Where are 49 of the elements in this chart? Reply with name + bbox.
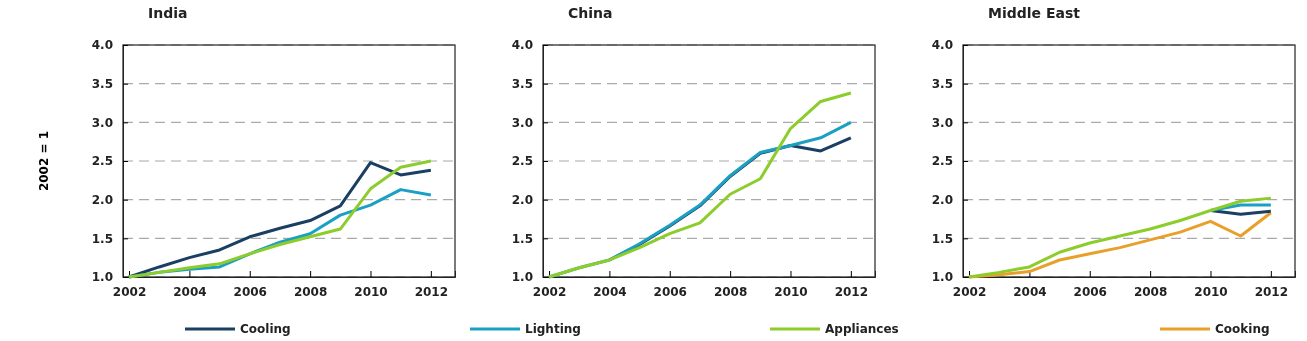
- x-tick-label: 2002: [532, 284, 567, 299]
- x-tick-label: 2008: [1133, 284, 1168, 299]
- y-tick-label: 1.0: [511, 270, 533, 285]
- y-tick-label: 1.5: [91, 231, 113, 246]
- x-tick-label: 2004: [1013, 284, 1047, 299]
- legend-label: Appliances: [825, 322, 899, 336]
- x-tick-label: 2004: [173, 284, 207, 299]
- y-tick-label: 2.0: [931, 193, 953, 208]
- x-tick-label: 2010: [774, 284, 808, 299]
- x-tick-label: 2006: [653, 284, 687, 299]
- chart-title: India: [148, 5, 188, 21]
- y-axis-title: 2002 = 1: [37, 130, 51, 192]
- chart-title: China: [568, 5, 613, 21]
- y-tick-label: 3.0: [511, 115, 533, 130]
- y-tick-label: 4.0: [931, 38, 953, 53]
- x-tick-label: 2008: [293, 284, 328, 299]
- y-tick-label: 2.5: [511, 154, 533, 169]
- y-tick-label: 3.0: [931, 115, 953, 130]
- legend-label: Cooling: [240, 322, 291, 336]
- y-tick-label: 2.5: [91, 154, 113, 169]
- line-series: [967, 196, 1273, 279]
- legend-label: Cooking: [1215, 322, 1270, 336]
- y-tick-label: 3.5: [931, 77, 953, 92]
- x-tick-label: 2006: [1073, 284, 1107, 299]
- x-tick-label: 2010: [354, 284, 388, 299]
- y-tick-label: 3.5: [91, 77, 113, 92]
- line-series: [547, 91, 853, 279]
- y-tick-label: 2.0: [91, 193, 113, 208]
- x-tick-label: 2004: [593, 284, 627, 299]
- y-tick-label: 2.0: [511, 193, 533, 208]
- x-tick-label: 2012: [834, 284, 869, 299]
- y-tick-label: 1.5: [931, 231, 953, 246]
- x-tick-label: 2012: [1254, 284, 1289, 299]
- x-tick-label: 2010: [1194, 284, 1228, 299]
- legend-label: Lighting: [525, 322, 581, 336]
- y-tick-label: 3.0: [91, 115, 113, 130]
- y-tick-label: 4.0: [511, 38, 533, 53]
- x-tick-label: 2006: [233, 284, 267, 299]
- y-tick-label: 1.5: [511, 231, 533, 246]
- x-tick-label: 2008: [713, 284, 748, 299]
- y-tick-label: 3.5: [511, 77, 533, 92]
- y-tick-label: 1.0: [91, 270, 113, 285]
- x-tick-label: 2012: [414, 284, 449, 299]
- chart-title: Middle East: [988, 5, 1081, 21]
- y-tick-label: 1.0: [931, 270, 953, 285]
- y-tick-label: 4.0: [91, 38, 113, 53]
- x-tick-label: 2002: [112, 284, 147, 299]
- y-tick-label: 2.5: [931, 154, 953, 169]
- x-tick-label: 2002: [952, 284, 987, 299]
